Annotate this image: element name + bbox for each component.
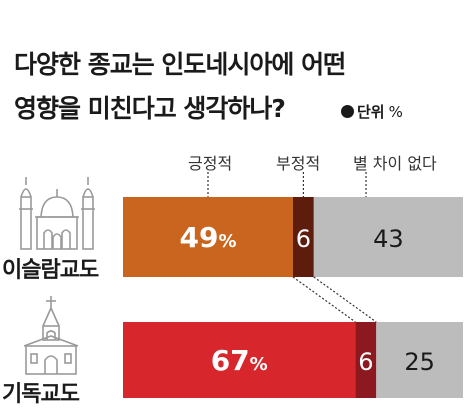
chart-title-line-2: 영향을 미친다고 생각하나? — [14, 94, 286, 123]
value-label: 43 — [373, 225, 404, 253]
bar-0-0 — [123, 197, 293, 277]
unit-note: 단위% — [341, 101, 403, 122]
mosque-icon — [19, 177, 95, 250]
religion-label-christian: 기독교도 — [2, 382, 80, 407]
bar-1-1 — [355, 322, 377, 398]
bar-1-2 — [376, 322, 463, 398]
religion-label-islam: 이슬람교도 — [2, 258, 99, 283]
bar-0-2 — [313, 197, 463, 277]
legend-negative: 부정적 — [276, 154, 321, 173]
bullet-icon — [341, 105, 354, 118]
value-label: 6 — [358, 348, 373, 376]
connector-line — [313, 276, 377, 323]
bar-1-0 — [123, 322, 356, 398]
chart-title-line-1: 다양한 종교는 인도네시아에 어떤 — [14, 50, 346, 79]
value-label: 6 — [296, 225, 311, 253]
unit-symbol: % — [388, 103, 403, 121]
church-icon — [23, 296, 79, 375]
legend-no-difference: 별 차이 없다 — [353, 154, 437, 173]
value-label: 25 — [404, 348, 435, 376]
legend-positive: 긍정적 — [188, 154, 233, 173]
unit-label: 단위 — [357, 103, 385, 121]
connector-line — [292, 276, 356, 323]
bar-0-1 — [293, 197, 314, 277]
